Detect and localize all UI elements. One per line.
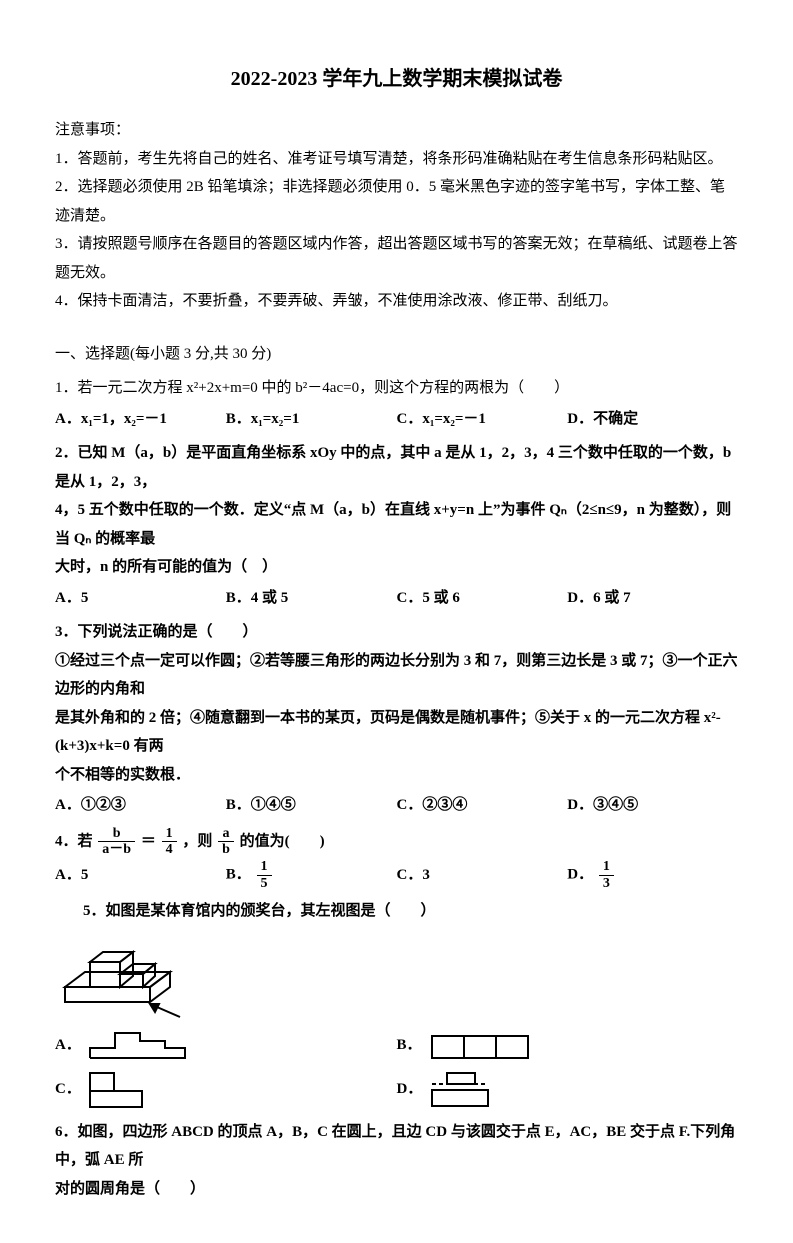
notice-head: 注意事项： — [55, 116, 738, 145]
q2-line1: 2．已知 M（a，b）是平面直角坐标系 xOy 中的点，其中 a 是从 1，2，… — [55, 439, 738, 496]
q3-head: 3．下列说法正确的是（ ） — [55, 618, 738, 647]
q4-suffix: 的值为( ) — [240, 833, 325, 849]
q1-options: A．x₁=1，x₂=－1 B．x₁=x₂=1 C．x₁=x₂=－1 D．不确定 — [55, 405, 738, 434]
q2-opt-c: C．5 或 6 — [397, 584, 568, 613]
question-2: 2．已知 M（a，b）是平面直角坐标系 xOy 中的点，其中 a 是从 1，2，… — [55, 439, 738, 612]
q4-opt-c: C．3 — [397, 861, 568, 890]
q2-options: A．5 B．4 或 5 C．5 或 6 D．6 或 7 — [55, 584, 738, 613]
q4-opt-a: A．5 — [55, 861, 226, 890]
q4-opt-d-label: D． — [567, 867, 593, 883]
q5-opt-c-icon — [85, 1068, 155, 1112]
q5-opt-a-label: A． — [55, 1031, 85, 1060]
q5-row-cd: C． D． — [55, 1068, 738, 1112]
q2-line2: 4，5 五个数中任取的一个数．定义“点 M（a，b）在直线 x+y=n 上”为事… — [55, 496, 738, 553]
q4-frac1: b a－b — [98, 826, 135, 858]
q1-opt-a: A．x₁=1，x₂=－1 — [55, 405, 226, 434]
q5-text: 5．如图是某体育馆内的颁奖台，其左视图是（ ） — [83, 897, 738, 926]
notice-1: 1．答题前，考生先将自己的姓名、准考证号填写清楚，将条形码准确粘贴在考生信息条形… — [55, 145, 738, 174]
q3-line2: 是其外角和的 2 倍；④随意翻到一本书的某页，页码是偶数是随机事件；⑤关于 x … — [55, 704, 738, 761]
notice-block: 注意事项： 1．答题前，考生先将自己的姓名、准考证号填写清楚，将条形码准确粘贴在… — [55, 116, 738, 316]
q3-line2a: 是其外角和的 2 倍；④随意翻到一本书的某页，页码是偶数是随机事件；⑤关于 x … — [55, 710, 721, 755]
question-1: 1．若一元二次方程 x²+2x+m=0 中的 b²－4ac=0，则这个方程的两根… — [55, 374, 738, 433]
q3-line1: ①经过三个点一定可以作圆；②若等腰三角形的两边长分别为 3 和 7，则第三边长是… — [55, 647, 738, 704]
question-6: 6．如图，四边形 ABCD 的顶点 A，B，C 在圆上，且边 CD 与该圆交于点… — [55, 1118, 738, 1204]
q4-frac2-den: 4 — [162, 842, 177, 857]
q6-line2: 对的圆周角是（ ） — [55, 1175, 738, 1204]
q4-opt-d-frac: 1 3 — [599, 859, 614, 891]
q3-opt-b: B．①④⑤ — [226, 791, 397, 820]
q4-frac2-num: 1 — [162, 826, 177, 842]
q3-opt-d: D．③④⑤ — [567, 791, 738, 820]
question-5: 5．如图是某体育馆内的颁奖台，其左视图是（ ） — [55, 897, 738, 1112]
q4-opt-d: D． 1 3 — [567, 859, 738, 891]
q1-opt-c: C．x₁=x₂=－1 — [397, 405, 568, 434]
q4-frac1-den: a－b — [98, 842, 135, 857]
q4-options: A．5 B． 1 5 C．3 D． 1 3 — [55, 859, 738, 891]
notice-2: 2．选择题必须使用 2B 铅笔填涂；非选择题必须使用 0．5 毫米黑色字迹的签字… — [55, 173, 738, 230]
q4-opt-b: B． 1 5 — [226, 859, 397, 891]
q4-frac3-den: b — [218, 842, 234, 857]
q2-opt-b: B．4 或 5 — [226, 584, 397, 613]
q4-mid: ，则 — [182, 833, 212, 849]
q4-opt-b-num: 1 — [257, 859, 272, 875]
q4-opt-d-num: 1 — [599, 859, 614, 875]
question-4: 4．若 b a－b ＝ 1 4 ，则 a b 的值为( ) A．5 B． 1 5… — [55, 826, 738, 892]
q1-text: 1．若一元二次方程 x²+2x+m=0 中的 b²－4ac=0，则这个方程的两根… — [55, 374, 738, 403]
q1-opt-d: D．不确定 — [567, 405, 738, 434]
q4-frac3: a b — [218, 826, 234, 858]
q4-prefix: 4．若 — [55, 833, 93, 849]
q5-opt-b-icon — [427, 1028, 537, 1064]
q3-options: A．①②③ B．①④⑤ C．②③④ D．③④⑤ — [55, 791, 738, 820]
page-title: 2022-2023 学年九上数学期末模拟试卷 — [55, 60, 738, 98]
q4-frac1-num: b — [98, 826, 135, 842]
q5-opt-d-label: D． — [397, 1075, 427, 1104]
q5-opt-c-label: C． — [55, 1075, 85, 1104]
section-1-head: 一、选择题(每小题 3 分,共 30 分) — [55, 340, 738, 369]
podium-3d-icon — [55, 932, 185, 1022]
q5-opt-b-label: B． — [397, 1031, 427, 1060]
q2-opt-a: A．5 — [55, 584, 226, 613]
q2-opt-d: D．6 或 7 — [567, 584, 738, 613]
notice-3: 3．请按照题号顺序在各题目的答题区域内作答，超出答题区域书写的答案无效；在草稿纸… — [55, 230, 738, 287]
q3-opt-a: A．①②③ — [55, 791, 226, 820]
q1-opt-b: B．x₁=x₂=1 — [226, 405, 397, 434]
q4-opt-b-frac: 1 5 — [257, 859, 272, 891]
q5-row-ab: A． B． — [55, 1028, 738, 1064]
q4-eq1: ＝ — [141, 833, 156, 849]
exam-page: 2022-2023 学年九上数学期末模拟试卷 注意事项： 1．答题前，考生先将自… — [0, 0, 793, 1243]
notice-4: 4．保持卡面清洁，不要折叠，不要弄破、弄皱，不准使用涂改液、修正带、刮纸刀。 — [55, 287, 738, 316]
q3-opt-c: C．②③④ — [397, 791, 568, 820]
q4-opt-d-den: 3 — [599, 876, 614, 891]
q4-opt-b-label: B． — [226, 867, 251, 883]
q5-opt-a-icon — [85, 1028, 195, 1064]
q5-opt-d-icon — [427, 1068, 497, 1112]
q4-frac2: 1 4 — [162, 826, 177, 858]
q4-opt-b-den: 5 — [257, 876, 272, 891]
question-3: 3．下列说法正确的是（ ） ①经过三个点一定可以作圆；②若等腰三角形的两边长分别… — [55, 618, 738, 820]
q5-main-figure — [55, 932, 738, 1022]
q4-frac3-num: a — [218, 826, 234, 842]
q3-line3: 个不相等的实数根． — [55, 761, 738, 790]
q6-line1: 6．如图，四边形 ABCD 的顶点 A，B，C 在圆上，且边 CD 与该圆交于点… — [55, 1118, 738, 1175]
q2-line3: 大时，n 的所有可能的值为（ ） — [55, 553, 738, 582]
